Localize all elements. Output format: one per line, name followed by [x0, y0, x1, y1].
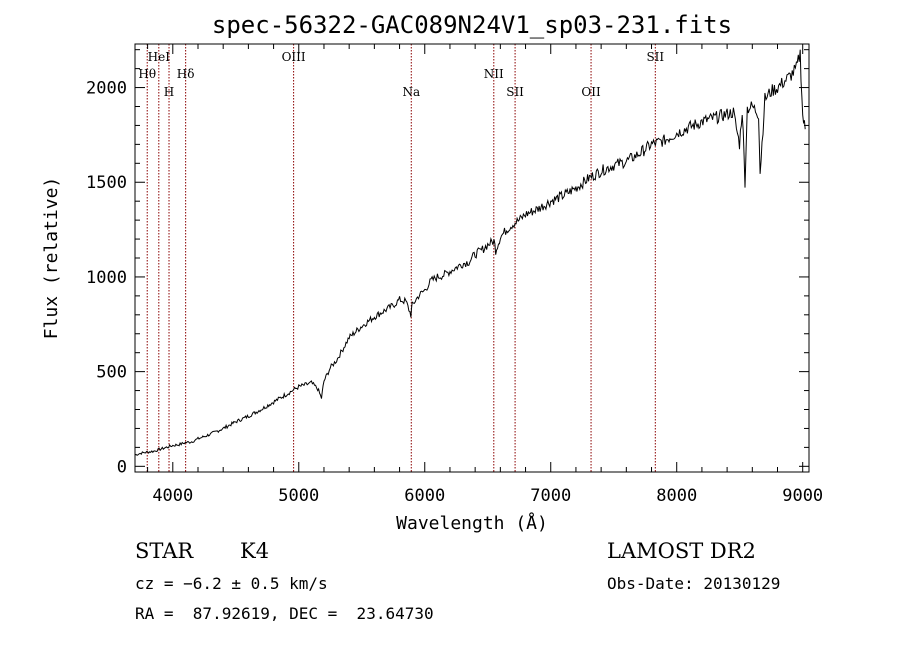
spectral-line-label: Hδ — [177, 67, 195, 81]
spectral-line-label: OIII — [282, 50, 306, 64]
coordinates: RA = 87.92619, DEC = 23.64730 — [135, 604, 434, 623]
chart-title: spec-56322-GAC089N24V1_sp03-231.fits — [212, 11, 732, 39]
spectral-line-label: SII — [506, 85, 524, 99]
spectral-line-markers — [146, 44, 656, 472]
y-axis-ticks: 0 500 1000 1500 2000 — [86, 49, 809, 477]
spectral-line-label: Hθ — [138, 67, 156, 81]
object-class: STAR — [135, 539, 194, 563]
redshift-cz: cz = −6.2 ± 0.5 km/s — [135, 574, 328, 593]
spectral-line-label: NII — [484, 67, 504, 81]
y-tick-label: 1000 — [86, 268, 127, 288]
x-tick-label: 9000 — [782, 486, 823, 506]
y-tick-label: 1500 — [86, 173, 127, 193]
y-tick-label: 2000 — [86, 79, 127, 99]
survey-name: LAMOST DR2 — [607, 539, 756, 563]
y-tick-label: 500 — [96, 363, 127, 383]
spectral-line-label: OII — [581, 85, 601, 99]
spectral-line-label: Na — [402, 85, 420, 99]
observation-date: Obs-Date: 20130129 — [607, 574, 781, 593]
y-axis-label: Flux (relative) — [41, 177, 62, 340]
x-axis-ticks: 4000 5000 6000 7000 8000 9000 — [147, 44, 823, 506]
x-tick-label: 5000 — [278, 486, 319, 506]
x-axis-label: Wavelength (Å) — [396, 512, 548, 534]
spectrum-line — [134, 49, 806, 456]
x-tick-label: 8000 — [656, 486, 697, 506]
spectral-line-label: H — [164, 85, 174, 99]
object-subclass: K4 — [240, 539, 270, 563]
y-tick-label: 0 — [117, 457, 127, 477]
x-tick-label: 6000 — [404, 486, 445, 506]
spectral-line-label: SII — [646, 50, 664, 64]
x-tick-label: 7000 — [530, 486, 571, 506]
spectral-line-label: HeI — [148, 50, 171, 64]
x-tick-label: 4000 — [152, 486, 193, 506]
